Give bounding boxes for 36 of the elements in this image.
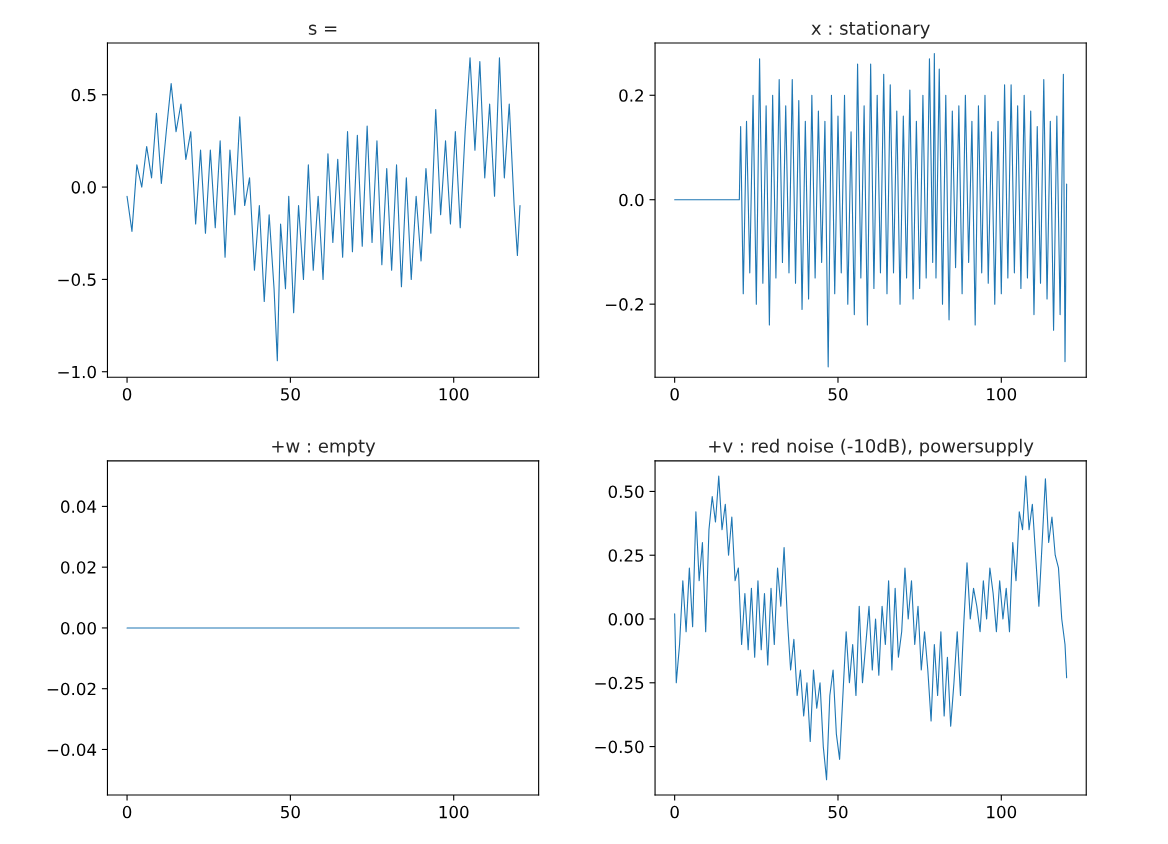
y-tick-label: −0.04 [47,743,97,757]
x-tick-label: 0 [670,387,679,401]
y-tick-label: 0.0 [71,181,96,194]
chart-title: s = [308,24,337,35]
x-tick-label: 100 [987,387,1017,401]
x-tick-label: 0 [670,805,679,819]
chart-title: x : stationary [811,20,930,39]
y-tick-label: −1.0 [58,365,96,379]
y-tick-label: −0.25 [595,676,644,690]
x-tick-label: 100 [439,805,469,819]
x-tick-label: 100 [987,805,1017,819]
y-tick-label: 0.0 [619,193,644,207]
y-tick-label: −0.5 [58,273,96,286]
x-tick-label: 50 [281,805,300,819]
x-tick-label: 50 [828,387,848,401]
y-tick-label: −0.2 [605,298,643,311]
y-tick-label: 0.50 [608,485,644,499]
x-tick-label: 0 [122,387,132,401]
y-tick-label: −0.02 [47,682,96,696]
x-tick-label: 0 [122,805,132,819]
y-tick-label: −0.50 [595,740,644,754]
chart-title: +w : empty [272,439,376,457]
y-tick-label: 0.04 [61,500,97,513]
y-tick-label: 0.02 [61,561,96,574]
y-tick-label: 0.2 [619,89,643,102]
y-tick-label: 0.5 [71,88,96,102]
x-tick-label: 100 [439,387,469,401]
line-series [674,475,1068,781]
x-tick-label: 50 [281,387,300,401]
y-tick-label: 0.00 [608,612,644,626]
x-tick-label: 50 [828,805,848,819]
chart-title: +v : red noise (-10dB), powersupply [709,438,1034,457]
y-tick-label: 0.00 [61,621,96,635]
line-series [126,57,521,362]
y-tick-label: 0.25 [608,549,644,562]
line-series [674,52,1068,368]
